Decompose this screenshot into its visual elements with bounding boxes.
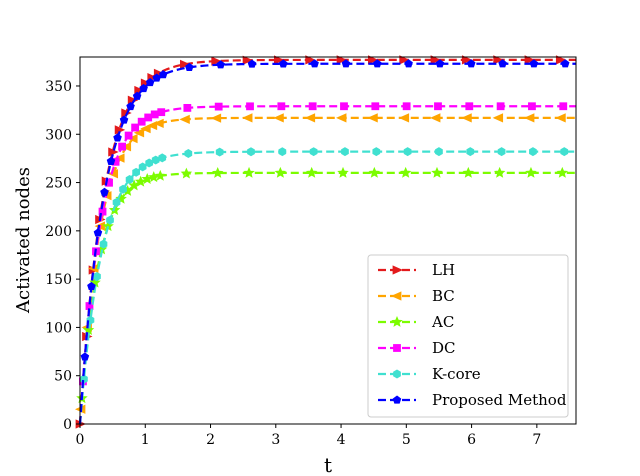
series-point: [497, 103, 504, 110]
series-point: [215, 103, 222, 110]
series-point: [100, 240, 107, 248]
legend-label: BC: [432, 287, 455, 305]
x-tick-label: 5: [402, 432, 411, 448]
series-point: [184, 104, 191, 111]
series-point: [372, 103, 379, 110]
legend-label: K-core: [432, 365, 481, 383]
x-tick-label: 1: [141, 432, 150, 448]
series-point: [435, 148, 442, 156]
y-tick-label: 0: [63, 417, 72, 433]
series-point: [158, 109, 165, 116]
x-tick-label: 4: [337, 432, 346, 448]
x-axis-label: t: [324, 453, 332, 476]
y-tick-label: 350: [45, 79, 72, 95]
series-point: [94, 272, 101, 280]
series-point: [403, 103, 410, 110]
y-axis-label: Activated nodes: [13, 167, 34, 314]
x-tick-label: 2: [206, 432, 215, 448]
x-tick-label: 0: [76, 432, 85, 448]
series-point: [120, 185, 127, 193]
y-tick-label: 300: [45, 127, 72, 143]
legend-label: LH: [432, 261, 455, 279]
series-point: [467, 148, 474, 156]
y-tick-label: 150: [45, 272, 72, 288]
series-point: [498, 148, 505, 156]
series-point: [248, 148, 255, 156]
series-point: [132, 124, 139, 131]
series-point: [560, 103, 567, 110]
series-point: [146, 159, 153, 167]
legend-label: Proposed Method: [432, 391, 567, 409]
series-point: [247, 103, 254, 110]
series-point: [151, 111, 158, 118]
legend-marker: [394, 345, 401, 352]
y-tick-label: 200: [45, 224, 72, 240]
y-tick-label: 100: [45, 320, 72, 336]
series-point: [152, 156, 159, 164]
series-point: [466, 103, 473, 110]
series-point: [159, 154, 166, 162]
series-point: [561, 148, 568, 156]
legend-label: DC: [432, 339, 456, 357]
series-point: [126, 176, 133, 184]
series-point: [340, 103, 347, 110]
series-point: [185, 150, 192, 158]
series-point: [528, 103, 535, 110]
series-point: [139, 163, 146, 171]
y-tick-label: 50: [54, 369, 72, 385]
series-point: [145, 114, 152, 121]
x-tick-label: 6: [467, 432, 476, 448]
series-point: [138, 118, 145, 125]
series-point: [278, 103, 285, 110]
legend: LH BC AC DC K-core Proposed Method: [368, 255, 568, 417]
x-tick-label: 3: [271, 432, 280, 448]
x-tick-label: 7: [532, 432, 541, 448]
series-point: [107, 216, 114, 224]
series-point: [125, 132, 132, 139]
series-point: [113, 198, 120, 206]
series-point: [216, 148, 223, 156]
series-point: [342, 148, 349, 156]
legend-marker: [394, 370, 401, 378]
series-point: [310, 148, 317, 156]
series-point: [373, 148, 380, 156]
series-point: [309, 103, 316, 110]
series-point: [133, 168, 140, 176]
series-point: [119, 143, 126, 150]
series-point: [434, 103, 441, 110]
legend-label: AC: [431, 313, 454, 331]
series-point: [404, 148, 411, 156]
series-point: [279, 148, 286, 156]
y-tick-label: 250: [45, 176, 72, 192]
series-point: [529, 148, 536, 156]
